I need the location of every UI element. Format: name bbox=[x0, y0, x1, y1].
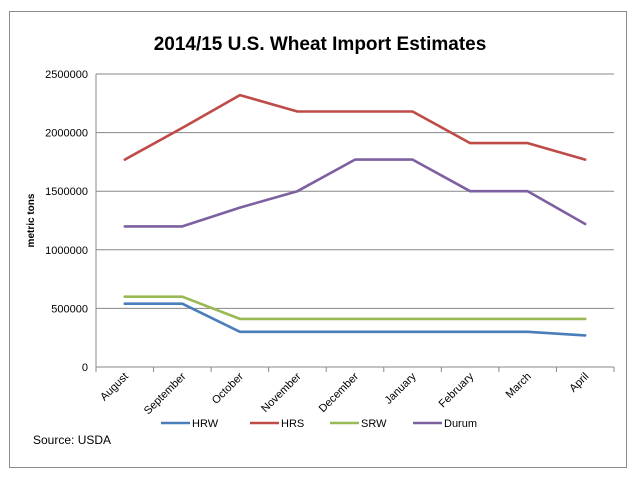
series-line-srw bbox=[123, 295, 587, 321]
x-tick-label: April bbox=[567, 371, 591, 395]
x-tick-label: March bbox=[504, 371, 534, 401]
x-tick-label: October bbox=[210, 370, 246, 406]
series-line-hrs bbox=[123, 93, 587, 161]
x-tick-label: September bbox=[142, 370, 189, 417]
y-tick-label: 2000000 bbox=[45, 128, 88, 140]
y-tick-label: 500000 bbox=[51, 303, 88, 315]
source-note: Source: USDA bbox=[33, 433, 112, 447]
y-tick-label: 1000000 bbox=[45, 245, 88, 257]
x-tick-label: January bbox=[383, 370, 420, 407]
x-tick-label: February bbox=[437, 370, 477, 410]
y-axis-title: metric tons bbox=[26, 193, 37, 247]
x-tick-label: December bbox=[317, 370, 362, 415]
legend-label: SRW bbox=[361, 418, 387, 430]
legend-label: Durum bbox=[444, 418, 477, 430]
chart-title: 2014/15 U.S. Wheat Import Estimates bbox=[153, 34, 487, 55]
chart-frame bbox=[9, 11, 627, 468]
series-line-durum bbox=[123, 158, 587, 228]
y-tick-label: 0 bbox=[82, 362, 88, 374]
y-tick-label: 1500000 bbox=[45, 186, 88, 198]
x-tick-label: August bbox=[98, 371, 131, 404]
legend-label: HRS bbox=[281, 418, 304, 430]
x-tick-label: November bbox=[259, 370, 304, 415]
y-tick-label: 2500000 bbox=[45, 69, 88, 81]
legend-label: HRW bbox=[192, 418, 219, 430]
series-line-hrw bbox=[123, 302, 587, 337]
